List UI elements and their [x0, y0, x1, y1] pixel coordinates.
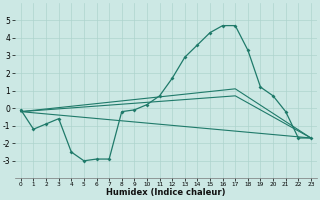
X-axis label: Humidex (Indice chaleur): Humidex (Indice chaleur): [106, 188, 226, 197]
